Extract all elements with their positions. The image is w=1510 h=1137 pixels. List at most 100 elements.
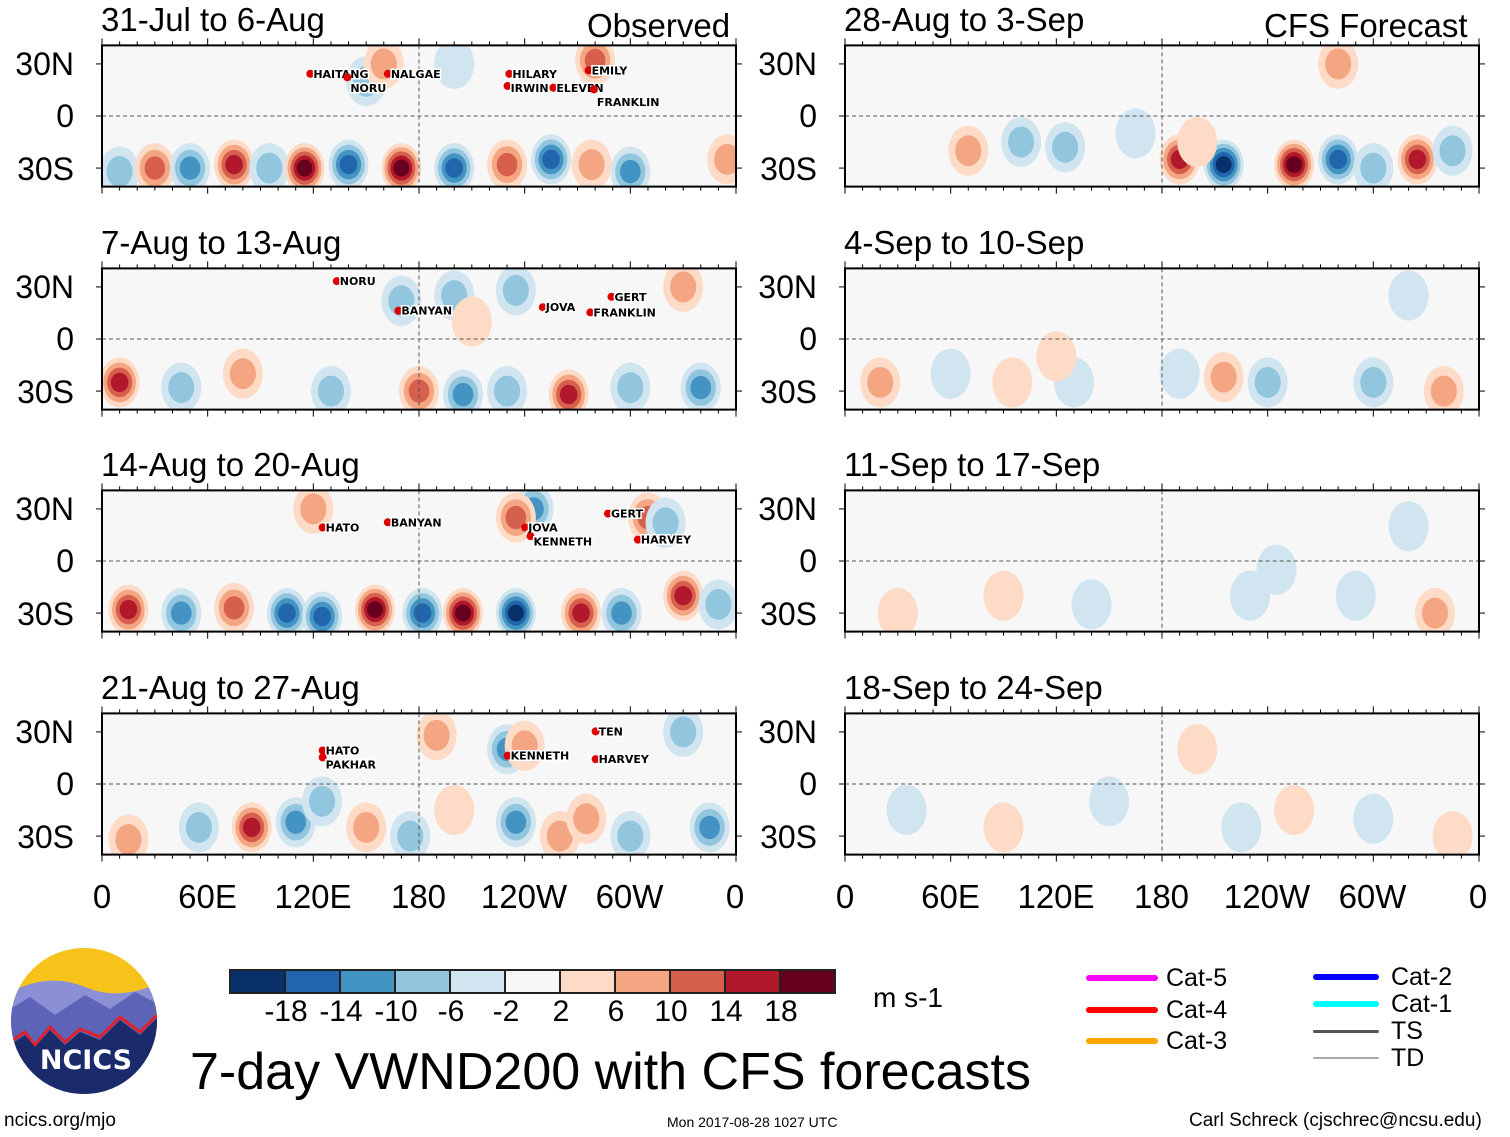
hurricane-icon	[538, 303, 547, 312]
wind-anomaly-contour	[1254, 366, 1281, 398]
colorbar-label: 14	[709, 995, 743, 1028]
storm-label: FRANKLIN	[593, 306, 656, 319]
legend-label: Cat-3	[1166, 1027, 1228, 1055]
colorbar-label: 2	[552, 995, 570, 1028]
wind-anomaly-contour	[1115, 108, 1156, 159]
panel-title: 14-Aug to 20-Aug	[101, 446, 360, 483]
wind-anomaly-contour	[511, 730, 538, 762]
wind-anomaly-contour	[670, 716, 697, 748]
lat-label: 30S	[17, 151, 74, 187]
wind-anomaly-contour	[1159, 348, 1200, 399]
wind-anomaly-contour	[1177, 724, 1218, 775]
wind-anomaly-contour	[620, 159, 641, 184]
wind-anomaly-contour	[452, 382, 474, 407]
footer-url[interactable]: ncics.org/mjo	[4, 1110, 116, 1131]
wind-anomaly-contour	[493, 375, 521, 407]
wind-anomaly-contour	[256, 152, 283, 184]
wind-anomaly-contour	[578, 149, 605, 181]
legend-label: TD	[1391, 1044, 1425, 1072]
wind-anomaly-contour	[434, 45, 475, 89]
colorbar-swatch	[396, 971, 451, 992]
wind-anomaly-contour	[1421, 597, 1449, 629]
lat-label: 30N	[15, 491, 74, 527]
hurricane-icon	[549, 83, 558, 92]
wind-anomaly-contour	[1360, 152, 1387, 184]
panel-title: 4-Sep to 10-Sep	[844, 224, 1085, 261]
lat-label: 30S	[760, 819, 817, 855]
wind-anomaly-contour	[388, 285, 415, 317]
wind-anomaly-contour	[1335, 570, 1376, 621]
footer-author: Carl Schreck (cjschrec@ncsu.edu)	[1189, 1110, 1482, 1131]
wind-anomaly-contour	[339, 154, 358, 175]
wind-anomaly-contour	[1388, 501, 1429, 552]
hurricane-icon	[589, 85, 598, 94]
wind-anomaly-contour	[670, 271, 697, 303]
wind-anomaly-contour	[1274, 785, 1315, 836]
lat-label: 30S	[17, 819, 74, 855]
lon-label: 60W	[1338, 878, 1407, 915]
colorbar-swatch	[506, 971, 561, 992]
lat-label: 30N	[15, 714, 74, 750]
wind-anomaly-contour	[1286, 156, 1303, 174]
wind-anomaly-contour	[313, 606, 331, 627]
colorbar-swatch	[341, 971, 396, 992]
storm-label: GERT	[614, 291, 647, 304]
wind-anomaly-contour	[983, 802, 1024, 853]
wind-anomaly-contour	[434, 785, 475, 836]
wind-anomaly-contour	[110, 372, 129, 393]
lon-label: 120W	[1223, 878, 1311, 915]
wind-anomaly-contour	[1360, 366, 1387, 398]
legend-line-cat-4	[1086, 1007, 1158, 1013]
wind-anomaly-contour	[225, 154, 243, 175]
footer-timestamp: Mon 2017-08-28 1027 UTC	[667, 1114, 838, 1130]
lat-label: 30S	[760, 596, 817, 632]
wind-anomaly-contour	[546, 820, 573, 852]
lon-label: 60W	[595, 878, 664, 915]
storm-label: PAKHAR	[326, 758, 377, 771]
ncics-logo: NCICS	[11, 948, 157, 1094]
hurricane-icon	[526, 532, 535, 541]
logo-text: NCICS	[40, 1045, 132, 1076]
hurricane-icon	[318, 523, 327, 532]
lon-label: 120E	[274, 878, 352, 915]
storm-label: NORU	[340, 275, 376, 288]
wind-anomaly-contour	[119, 599, 138, 620]
header-forecast: CFS Forecast	[1264, 7, 1468, 44]
main-title: 7-day VWND200 with CFS forecasts	[190, 1043, 1031, 1101]
lat-label: 0	[799, 321, 817, 357]
wind-anomaly-contour	[867, 366, 894, 398]
hurricane-icon	[584, 66, 593, 75]
storm-label: KENNETH	[511, 750, 570, 763]
lat-label: 30S	[760, 151, 817, 187]
storm-label: HAITANG	[313, 68, 368, 81]
storm-label: KENNETH	[533, 535, 592, 548]
map-panel	[838, 483, 1486, 639]
map-panel: NORU BANYAN JOVA GERT FRANKLIN	[95, 261, 743, 417]
wind-anomaly-contour	[1089, 776, 1130, 827]
wind-anomaly-contour	[559, 384, 578, 405]
lat-label: 0	[799, 543, 817, 579]
colorbar-swatch	[451, 971, 506, 992]
wind-anomaly-contour	[573, 803, 600, 835]
wind-anomaly-contour	[1036, 331, 1077, 382]
hurricane-icon	[591, 755, 600, 764]
lat-label: 0	[56, 321, 74, 357]
storm-label: NORU	[350, 82, 386, 95]
wind-anomaly-contour	[393, 159, 410, 177]
wind-anomaly-contour	[229, 358, 256, 390]
colorbar-swatch	[671, 971, 726, 992]
hurricane-icon	[633, 535, 642, 544]
lon-label: 180	[390, 878, 447, 915]
lon-label: 60E	[178, 878, 237, 915]
legend-line-cat-1	[1313, 1001, 1379, 1007]
legend-line-cat-2	[1313, 974, 1379, 980]
wind-anomaly-contour	[1071, 579, 1112, 630]
colorbar-swatch	[286, 971, 341, 992]
wind-anomaly-contour	[179, 156, 201, 180]
wind-anomaly-contour	[144, 156, 166, 180]
wind-anomaly-contour	[317, 375, 345, 407]
wind-anomaly-contour	[115, 824, 142, 855]
storm-label: FRANKLIN	[597, 96, 660, 109]
lat-label: 30S	[760, 374, 817, 410]
